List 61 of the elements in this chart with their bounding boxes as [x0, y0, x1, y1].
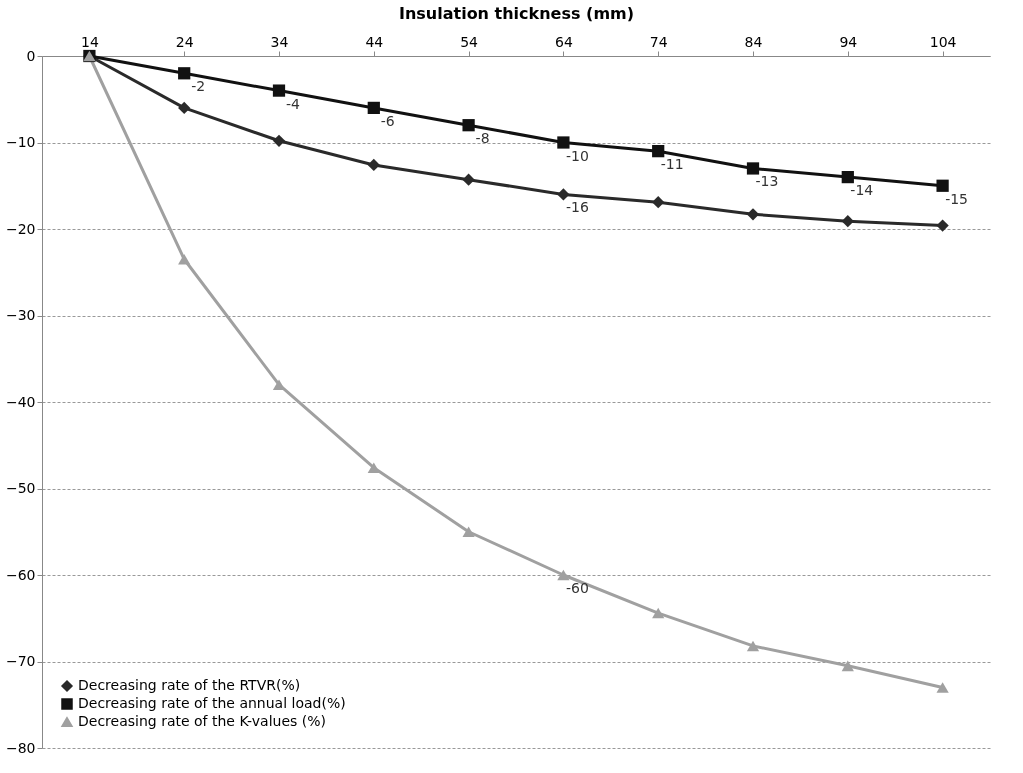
x-tick-label: 24 — [175, 33, 194, 50]
point — [272, 134, 286, 147]
point — [178, 101, 191, 115]
point — [557, 569, 570, 581]
data-label: -15 — [945, 190, 969, 207]
data-label: -60 — [565, 580, 589, 596]
x-tick-label: 94 — [839, 33, 858, 50]
point — [367, 101, 380, 115]
point — [746, 640, 760, 652]
x-tick-label: 44 — [365, 33, 384, 50]
y-tick-label: −50 — [5, 480, 36, 496]
x-tick-label: 54 — [460, 33, 479, 50]
data-label: -10 — [565, 147, 589, 164]
x-axis-title: Insulation thickness (mm) — [398, 3, 635, 23]
x-tick-label: 14 — [80, 33, 99, 50]
y-tick-label: −80 — [5, 739, 36, 756]
legend-label: Decreasing rate of the K-values (%) — [78, 713, 326, 729]
legend-label: Decreasing rate of the annual load(%) — [78, 695, 346, 711]
point — [936, 682, 949, 693]
point — [367, 462, 380, 474]
point — [367, 158, 380, 172]
x-tick-label: 74 — [649, 33, 668, 50]
data-label: -4 — [286, 95, 301, 112]
point — [272, 84, 286, 97]
y-tick-label: −60 — [5, 566, 36, 583]
x-tick-label: 64 — [554, 33, 573, 50]
data-label: -8 — [475, 130, 490, 147]
point — [462, 173, 475, 186]
point — [746, 162, 760, 175]
data-label: -13 — [755, 173, 779, 190]
point — [841, 215, 854, 228]
point — [652, 145, 665, 158]
data-label: -16 — [565, 199, 589, 216]
y-tick-label: −40 — [5, 393, 36, 410]
point — [652, 196, 665, 209]
y-tick-label: 0 — [26, 47, 36, 64]
x-tick-label: 104 — [929, 33, 957, 50]
point — [178, 253, 191, 265]
y-tick-label: −70 — [5, 653, 36, 669]
y-tick-label: −20 — [5, 220, 36, 237]
point — [652, 607, 665, 619]
point — [462, 526, 475, 538]
point — [557, 136, 570, 149]
point — [462, 119, 475, 132]
point — [936, 179, 949, 192]
point — [841, 660, 854, 672]
data-label: -11 — [660, 156, 684, 173]
legend-label: Decreasing rate of the RTVR(%) — [78, 677, 301, 693]
point — [936, 219, 949, 232]
y-tick-label: −10 — [5, 134, 36, 150]
x-tick-label: 84 — [744, 33, 763, 50]
point — [178, 67, 191, 80]
point — [557, 188, 570, 201]
data-label: -6 — [380, 112, 395, 129]
point — [746, 208, 760, 221]
y-tick-label: −30 — [5, 307, 36, 323]
data-label: -14 — [850, 182, 874, 199]
point — [272, 379, 286, 390]
point — [841, 170, 854, 184]
x-tick-label: 34 — [270, 33, 289, 50]
data-label: -2 — [191, 78, 206, 95]
